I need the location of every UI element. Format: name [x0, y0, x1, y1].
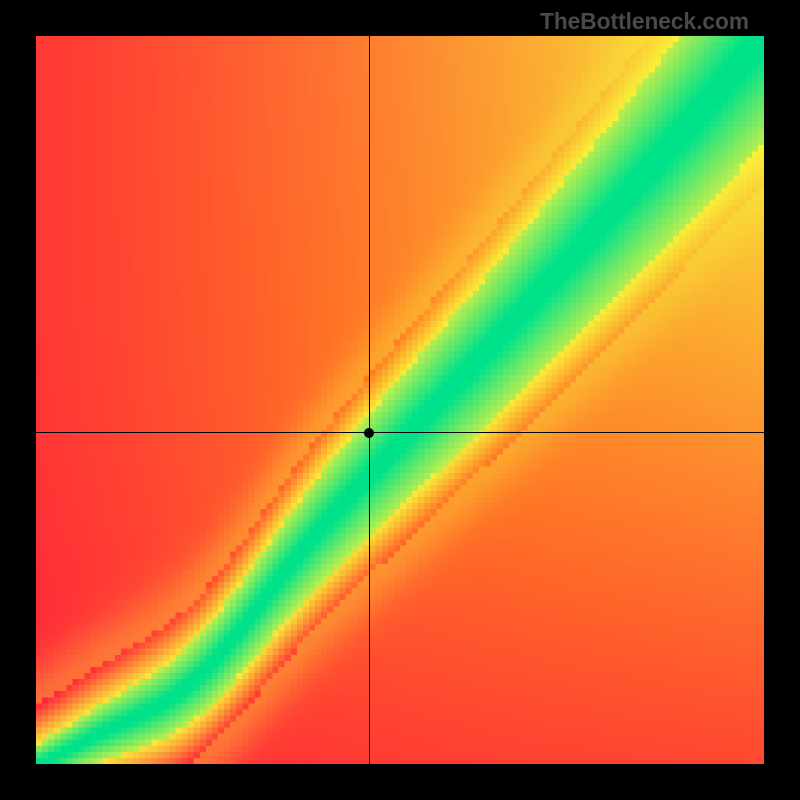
crosshair-vertical: [369, 36, 370, 764]
crosshair-horizontal: [36, 432, 764, 433]
watermark-text: TheBottleneck.com: [540, 8, 749, 35]
heatmap-plot: [36, 36, 764, 764]
crosshair-marker: [364, 428, 374, 438]
heatmap-canvas: [36, 36, 764, 764]
